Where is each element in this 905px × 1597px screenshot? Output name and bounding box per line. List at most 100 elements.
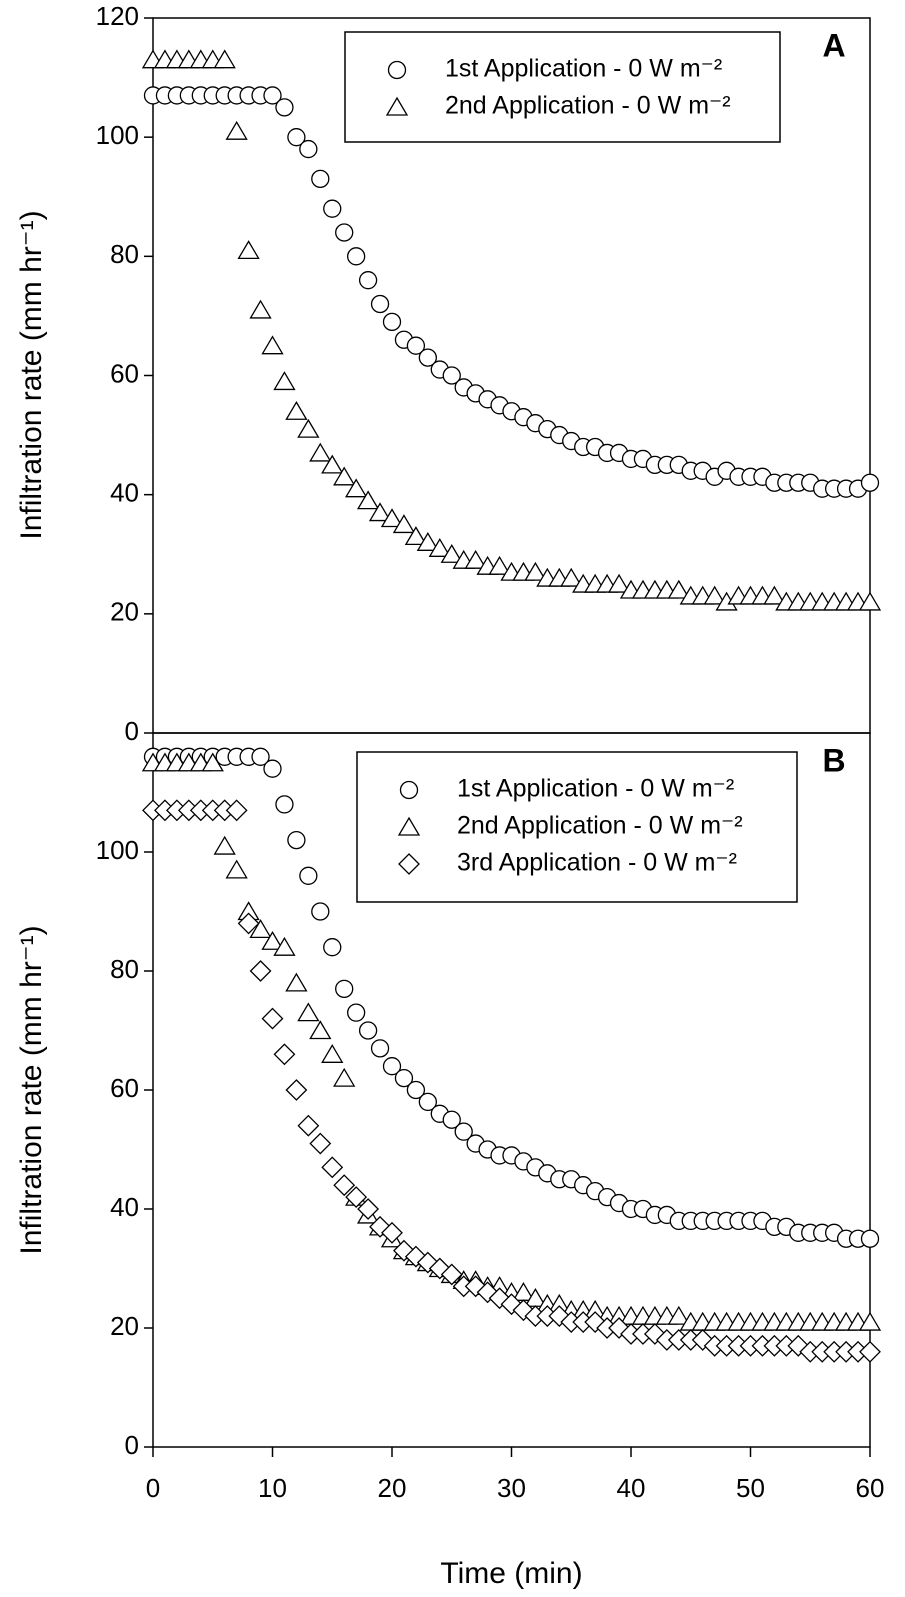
y-tick-label: 20 xyxy=(110,1311,139,1341)
marker-circle xyxy=(287,830,306,850)
marker-circle xyxy=(370,294,390,314)
marker-triangle xyxy=(345,478,368,498)
y-axis-label: Infiltration rate (mm hr⁻¹) xyxy=(15,925,48,1254)
x-axis-label: Time (min) xyxy=(440,1557,582,1590)
legend-label: 2nd Application - 0 W m⁻² xyxy=(445,92,731,120)
marker-diamond xyxy=(345,1186,368,1209)
marker-circle xyxy=(287,128,306,147)
marker-triangle xyxy=(368,502,392,522)
marker-triangle xyxy=(356,490,380,510)
marker-triangle xyxy=(321,454,344,474)
marker-triangle xyxy=(237,240,260,260)
marker-triangle xyxy=(703,585,726,605)
y-axis-label: Infiltration rate (mm hr⁻¹) xyxy=(15,210,48,539)
marker-triangle xyxy=(225,120,248,140)
marker-diamond xyxy=(381,1221,403,1244)
marker-diamond xyxy=(237,912,260,935)
marker-circle xyxy=(860,1229,880,1248)
marker-triangle xyxy=(464,549,487,569)
marker-triangle xyxy=(607,573,631,593)
x-tick-label: 30 xyxy=(497,1473,526,1503)
legend-label: 1st Application - 0 W m⁻² xyxy=(445,55,722,83)
marker-circle xyxy=(335,223,354,242)
marker-circle xyxy=(275,795,294,814)
marker-circle xyxy=(442,366,461,385)
marker-triangle xyxy=(213,49,236,69)
marker-triangle xyxy=(524,561,547,581)
marker-circle xyxy=(394,1068,414,1088)
marker-triangle xyxy=(404,526,428,546)
marker-triangle xyxy=(333,1067,356,1087)
y-tick-label: 40 xyxy=(110,478,139,508)
x-tick-label: 60 xyxy=(856,1473,885,1503)
marker-circle xyxy=(263,86,282,105)
marker-circle xyxy=(860,473,880,492)
marker-circle xyxy=(299,866,318,885)
marker-circle xyxy=(323,938,342,957)
y-tick-label: 0 xyxy=(125,716,139,746)
marker-triangle xyxy=(416,532,439,551)
marker-triangle xyxy=(385,96,409,116)
marker-circle xyxy=(442,1110,461,1129)
y-tick-label: 40 xyxy=(110,1192,139,1222)
marker-circle xyxy=(335,979,354,998)
marker-triangle xyxy=(285,972,308,992)
x-tick-label: 0 xyxy=(146,1473,160,1503)
marker-circle xyxy=(311,169,330,189)
marker-circle xyxy=(323,199,342,218)
marker-triangle xyxy=(488,555,511,575)
legend-label: 2nd Application - 0 W m⁻² xyxy=(457,812,743,840)
y-tick-label: 100 xyxy=(96,835,139,865)
marker-triangle xyxy=(213,835,236,855)
marker-diamond xyxy=(285,1079,308,1101)
marker-circle xyxy=(346,247,366,266)
y-tick-label: 60 xyxy=(110,1073,139,1103)
marker-circle xyxy=(418,1092,438,1112)
marker-diamond xyxy=(261,1007,284,1030)
marker-circle xyxy=(358,271,378,290)
legend-box xyxy=(344,31,781,143)
marker-circle xyxy=(406,1080,426,1100)
y-tick-label: 120 xyxy=(96,1,139,31)
marker-triangle xyxy=(560,567,583,587)
legend-box xyxy=(356,751,798,903)
marker-circle xyxy=(406,336,426,355)
marker-triangle xyxy=(667,579,690,599)
marker-triangle xyxy=(428,538,451,557)
y-tick-label: 20 xyxy=(110,597,139,627)
marker-diamond xyxy=(333,1174,356,1197)
marker-circle xyxy=(418,348,438,367)
marker-circle xyxy=(399,780,419,800)
marker-circle xyxy=(263,759,282,778)
marker-circle xyxy=(346,1003,366,1022)
marker-triangle xyxy=(261,930,284,950)
legend-label: 3rd Application - 0 W m⁻² xyxy=(457,849,737,877)
panel-label: B xyxy=(822,742,845,778)
legend-label: 1st Application - 0 W m⁻² xyxy=(457,775,734,803)
marker-diamond xyxy=(398,853,420,875)
marker-circle xyxy=(358,1021,378,1040)
x-tick-label: 40 xyxy=(617,1473,646,1503)
marker-triangle xyxy=(858,1311,882,1331)
marker-triangle xyxy=(309,442,332,462)
marker-triangle xyxy=(249,919,272,938)
marker-triangle xyxy=(440,543,463,563)
x-tick-label: 10 xyxy=(258,1473,287,1503)
marker-triangle xyxy=(858,591,882,611)
marker-triangle xyxy=(273,936,296,956)
marker-diamond xyxy=(273,1043,296,1066)
marker-circle xyxy=(382,1057,402,1076)
marker-triangle xyxy=(285,400,308,420)
marker-circle xyxy=(311,902,330,921)
marker-diamond xyxy=(357,1198,380,1220)
marker-triangle xyxy=(273,371,296,391)
y-tick-label: 0 xyxy=(125,1430,139,1460)
marker-triangle xyxy=(261,335,284,355)
y-tick-label: 80 xyxy=(110,954,139,984)
marker-circle xyxy=(454,1122,473,1141)
marker-triangle xyxy=(201,752,224,772)
marker-circle xyxy=(370,1039,390,1058)
marker-triangle xyxy=(397,816,421,836)
marker-diamond xyxy=(440,1263,463,1286)
